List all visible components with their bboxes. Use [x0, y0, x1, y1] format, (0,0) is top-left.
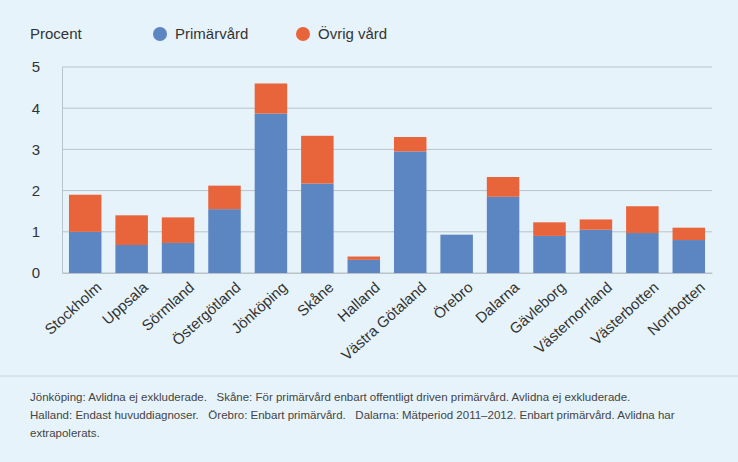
x-tick-label: Västerbotten	[587, 278, 662, 348]
chart: 0 1 2 3 4 5 StockholmUppsalaSörmlandÖstergötla…	[0, 0, 738, 462]
x-tick-label: Stockholm	[41, 278, 104, 337]
x-tick: Örebro	[430, 273, 476, 322]
bar	[255, 114, 288, 273]
bar	[69, 232, 102, 273]
bars	[69, 83, 705, 273]
bar	[580, 230, 613, 273]
x-tick-label: Örebro	[430, 278, 476, 322]
bar	[301, 184, 334, 273]
y-tick-label: 2	[32, 182, 40, 199]
legend-item: Övrig vård	[296, 25, 387, 42]
bar	[208, 186, 241, 209]
x-tick-label: Västernorrland	[531, 278, 615, 356]
legend-label: Övrig vård	[318, 25, 387, 42]
legend-label: Primärvård	[175, 25, 248, 42]
x-tick-label: Jönköping	[228, 278, 290, 336]
bar	[115, 215, 148, 245]
y-tick-label: 0	[32, 264, 40, 281]
bar	[673, 240, 706, 273]
x-axis: StockholmUppsalaSörmlandÖstergötlandJönk…	[41, 273, 712, 364]
x-tick: Västra Götaland	[338, 273, 430, 364]
x-tick: Jönköping	[228, 273, 290, 337]
bar	[394, 137, 427, 151]
y-tick: 0	[32, 264, 62, 281]
bar	[115, 245, 148, 273]
grid	[62, 67, 712, 273]
grid-line	[62, 273, 712, 274]
bar	[162, 243, 195, 273]
x-tick: Skåne	[294, 273, 337, 319]
bar	[69, 195, 102, 232]
legend-item: Primärvård	[153, 25, 248, 42]
grid-line	[62, 190, 712, 191]
note: Halland: Endast huvuddiagnoser. Örebro: …	[30, 409, 675, 421]
x-tick: Norrbotten	[644, 273, 708, 338]
series	[69, 114, 705, 273]
y-tick: 4	[32, 100, 62, 117]
bar	[348, 260, 381, 273]
bar	[208, 209, 241, 273]
note: Jönköping: Avlidna ej exkluderade. Skåne…	[30, 391, 630, 403]
x-axis-line	[63, 273, 713, 274]
bar	[348, 257, 381, 260]
bar	[533, 236, 566, 273]
bar	[162, 217, 195, 243]
bar	[255, 83, 288, 113]
background	[0, 0, 738, 462]
bar	[533, 222, 566, 236]
bar	[394, 151, 427, 273]
y-tick: 3	[32, 141, 62, 158]
x-tick: Stockholm	[41, 273, 104, 338]
separator	[0, 376, 738, 377]
y-tick-label: 5	[32, 58, 40, 75]
bar	[626, 233, 659, 273]
y-tick-label: 3	[32, 141, 40, 158]
bar	[301, 136, 334, 184]
bar	[673, 228, 706, 240]
y-tick-label: 4	[32, 100, 40, 117]
y-tick-label: 1	[32, 223, 40, 240]
x-tick: Västerbotten	[587, 273, 662, 348]
bar	[440, 234, 473, 235]
grid-line	[62, 149, 712, 150]
x-tick: Västernorrland	[531, 273, 615, 357]
y-axis: 0 1 2 3 4 5	[32, 58, 63, 281]
bar	[487, 177, 519, 197]
x-tick-label: Norrbotten	[644, 278, 708, 338]
note: extrapolerats.	[30, 427, 100, 439]
y-axis-line	[62, 68, 63, 274]
grid-line	[62, 108, 712, 109]
grid-line	[62, 231, 712, 232]
y-tick: 5	[32, 58, 62, 75]
plot: 0 1 2 3 4 5 StockholmUppsalaSörmlandÖstergötla…	[32, 58, 713, 363]
x-tick-label: Västra Götaland	[338, 278, 430, 363]
y-tick: 2	[32, 182, 62, 199]
series	[69, 83, 705, 259]
bar	[626, 206, 659, 233]
legend-swatch	[296, 27, 310, 41]
x-tick-label: Skåne	[294, 278, 337, 319]
y-axis-title: Procent	[30, 25, 83, 42]
bar	[487, 197, 519, 273]
x-tick: Östergötland	[169, 273, 244, 348]
legend-swatch	[153, 27, 167, 41]
bar	[440, 235, 473, 273]
x-tick-label: Östergötland	[169, 278, 244, 348]
y-tick: 1	[32, 223, 62, 240]
bar	[580, 219, 613, 229]
grid-line	[62, 67, 712, 68]
